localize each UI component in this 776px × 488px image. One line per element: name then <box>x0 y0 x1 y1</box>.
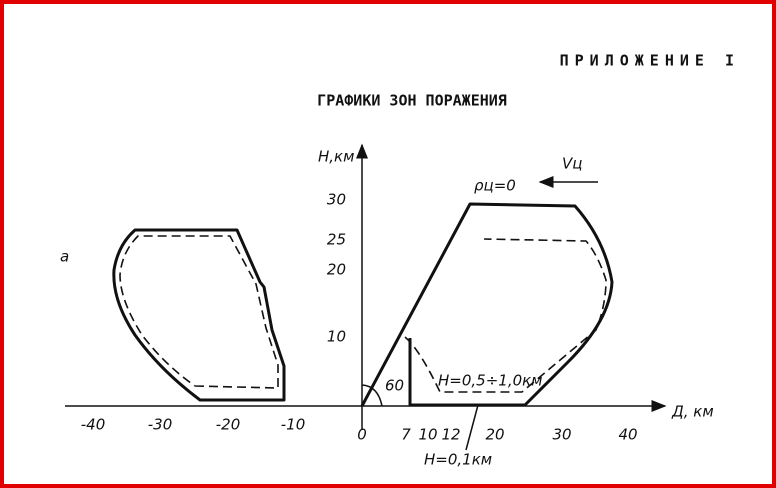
y-tick-label: 10 <box>327 328 346 346</box>
y-tick-label: 20 <box>327 261 346 279</box>
angle-label: 60 <box>385 377 404 395</box>
y-tick-label: 30 <box>327 191 346 209</box>
x-tick-label: -40 <box>81 416 106 434</box>
figure-title: ГРАФИКИ ЗОН ПОРАЖЕНИЯ <box>317 92 507 110</box>
y-tick-label: 25 <box>327 231 346 249</box>
x-tick-label: 20 <box>485 426 504 444</box>
x-axis-label: Д, км <box>671 403 714 421</box>
x-tick-label: -10 <box>281 416 306 434</box>
zone-inner <box>119 235 279 389</box>
appendix-heading: ПРИЛОЖЕНИЕ I <box>560 52 740 70</box>
zone-outline <box>360 202 614 407</box>
altitude-low-label: Н=0,1км <box>424 451 492 469</box>
y-axis-label: Н,км <box>318 148 354 166</box>
panel-label: а <box>60 248 69 266</box>
x-tick-label: -20 <box>216 416 241 434</box>
zone-inner <box>404 238 607 393</box>
x-tick-label: 10 <box>418 426 437 444</box>
x-tick-label: 12 <box>441 426 460 444</box>
parameter-label: ρц=0 <box>474 177 516 195</box>
x-tick-label: 40 <box>618 426 637 444</box>
speed-label: Vц <box>562 155 582 173</box>
altitude-range-label: Н=0,5÷1,0км <box>438 372 543 390</box>
x-tick-label: 7 <box>401 426 411 444</box>
x-tick-label: 30 <box>552 426 571 444</box>
x-tick-label: -30 <box>148 416 173 434</box>
leader-line <box>465 404 479 451</box>
angle-arc <box>361 384 383 407</box>
zone-outline <box>112 228 286 402</box>
x-tick-label: 0 <box>357 426 367 444</box>
